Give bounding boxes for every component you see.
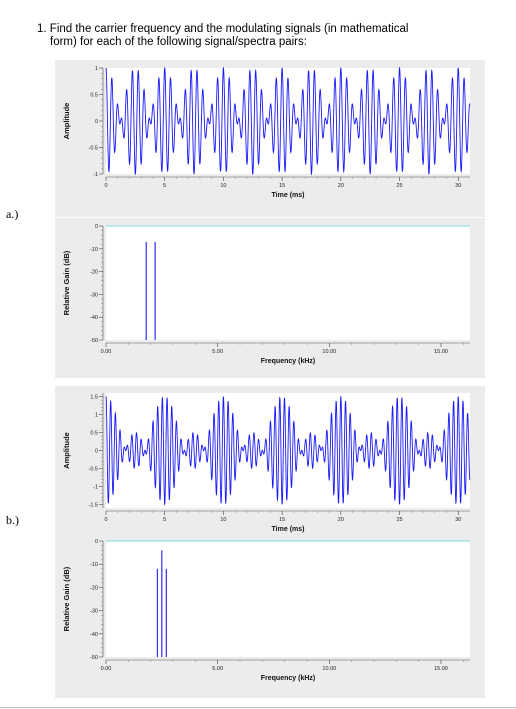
y-tick-label: -10 [90,562,98,568]
x-tick-label: 15.00 [434,666,448,672]
y-tick-label: 1 [95,66,98,72]
y-tick-label: -50 [90,655,98,661]
x-tick-label: 15 [279,517,285,523]
chart-2: 0 -10 -20 -30 -40 -500.00 5.00 10.00 15.00 Freque… [55,218,485,378]
x-tick-label: 5.00 [212,349,223,355]
question-line-2: form) for each of the following signal/s… [50,35,307,49]
y-tick-label: 1 [95,413,98,419]
signal-trace [105,395,471,506]
y-tick-label: -20 [90,585,98,591]
x-tick-label: 30 [455,517,461,523]
question-line-1: 1. Find the carrier frequency and the mo… [37,22,408,36]
y-tick-label: 0.5 [90,93,98,99]
x-axis-label: Frequency (kHz) [261,675,315,682]
x-axis-label: Frequency (kHz) [261,358,315,365]
y-tick-label: -30 [90,292,98,298]
x-tick-label: 15 [279,183,285,189]
x-tick-label: 30 [455,183,461,189]
y-tick-label: -1 [93,172,98,178]
question-number: 1. [37,23,47,35]
x-tick-label: 5.00 [212,666,223,672]
part-b-label: b.) [6,513,19,527]
y-tick-label: -40 [90,632,98,638]
y-tick-label: -10 [90,247,98,253]
y-axis-label: Relative Gain (dB) [62,250,71,315]
y-tick-label: -20 [90,270,98,276]
part-a-label: a.) [6,207,19,221]
y-tick-label: 0 [95,224,98,230]
y-axis-label: Amplitude [62,432,71,469]
x-tick-label: 10.00 [322,349,336,355]
y-tick-label: -40 [90,315,98,321]
x-tick-label: 20 [338,183,344,189]
chart-4: 0 -10 -20 -30 -40 -500.00 5.00 10.00 15.00 Freque… [55,533,485,698]
x-tick-label: 25 [396,183,402,189]
x-tick-label: 20 [338,517,344,523]
x-tick-label: 25 [396,517,402,523]
plot-area [106,226,470,340]
page-bottom-rule [0,707,516,708]
x-tick-label: 0.00 [101,666,112,672]
x-tick-label: 10 [220,183,226,189]
x-tick-label: 0 [104,183,107,189]
y-tick-label: 0 [95,119,98,125]
x-tick-label: 10 [220,517,226,523]
x-tick-label: 0.00 [101,349,112,355]
y-tick-label: 1.5 [90,395,98,401]
y-tick-label: -0.5 [89,466,98,472]
x-tick-label: 5 [163,517,166,523]
question-text-1: Find the carrier frequency and the modul… [49,23,409,35]
y-tick-label: 0 [95,539,98,545]
y-axis-label: Relative Gain (dB) [62,566,71,631]
plot-area [106,541,470,657]
x-tick-label: 5 [163,183,166,189]
y-axis-label: Amplitude [62,103,71,140]
y-tick-label: -1 [93,484,98,490]
y-tick-label: 0 [95,449,98,455]
question-text-2: form) for each of the following signal/s… [50,36,307,48]
y-tick-label: -1.5 [89,502,98,508]
x-tick-label: 0 [104,517,107,523]
signal-trace [105,66,471,176]
x-axis-label: Time (ms) [272,192,305,199]
y-tick-label: 0.5 [90,431,98,437]
x-axis-label: Time (ms) [272,526,305,533]
y-tick-label: -50 [90,338,98,344]
x-tick-label: 15.00 [434,349,448,355]
chart-1: 1 0.5 0 -0.5 -1 0 5 10 15 20 25 30 Time (ms) Amplitud… [55,60,485,217]
y-tick-label: -0.5 [89,146,98,152]
x-tick-label: 10.00 [322,666,336,672]
y-tick-label: -30 [90,609,98,615]
chart-3: 1.5 1 0.5 0 -0.5 -1 -1.5 0 5 10 15 20 25 30 Time (ms) A… [55,386,485,546]
